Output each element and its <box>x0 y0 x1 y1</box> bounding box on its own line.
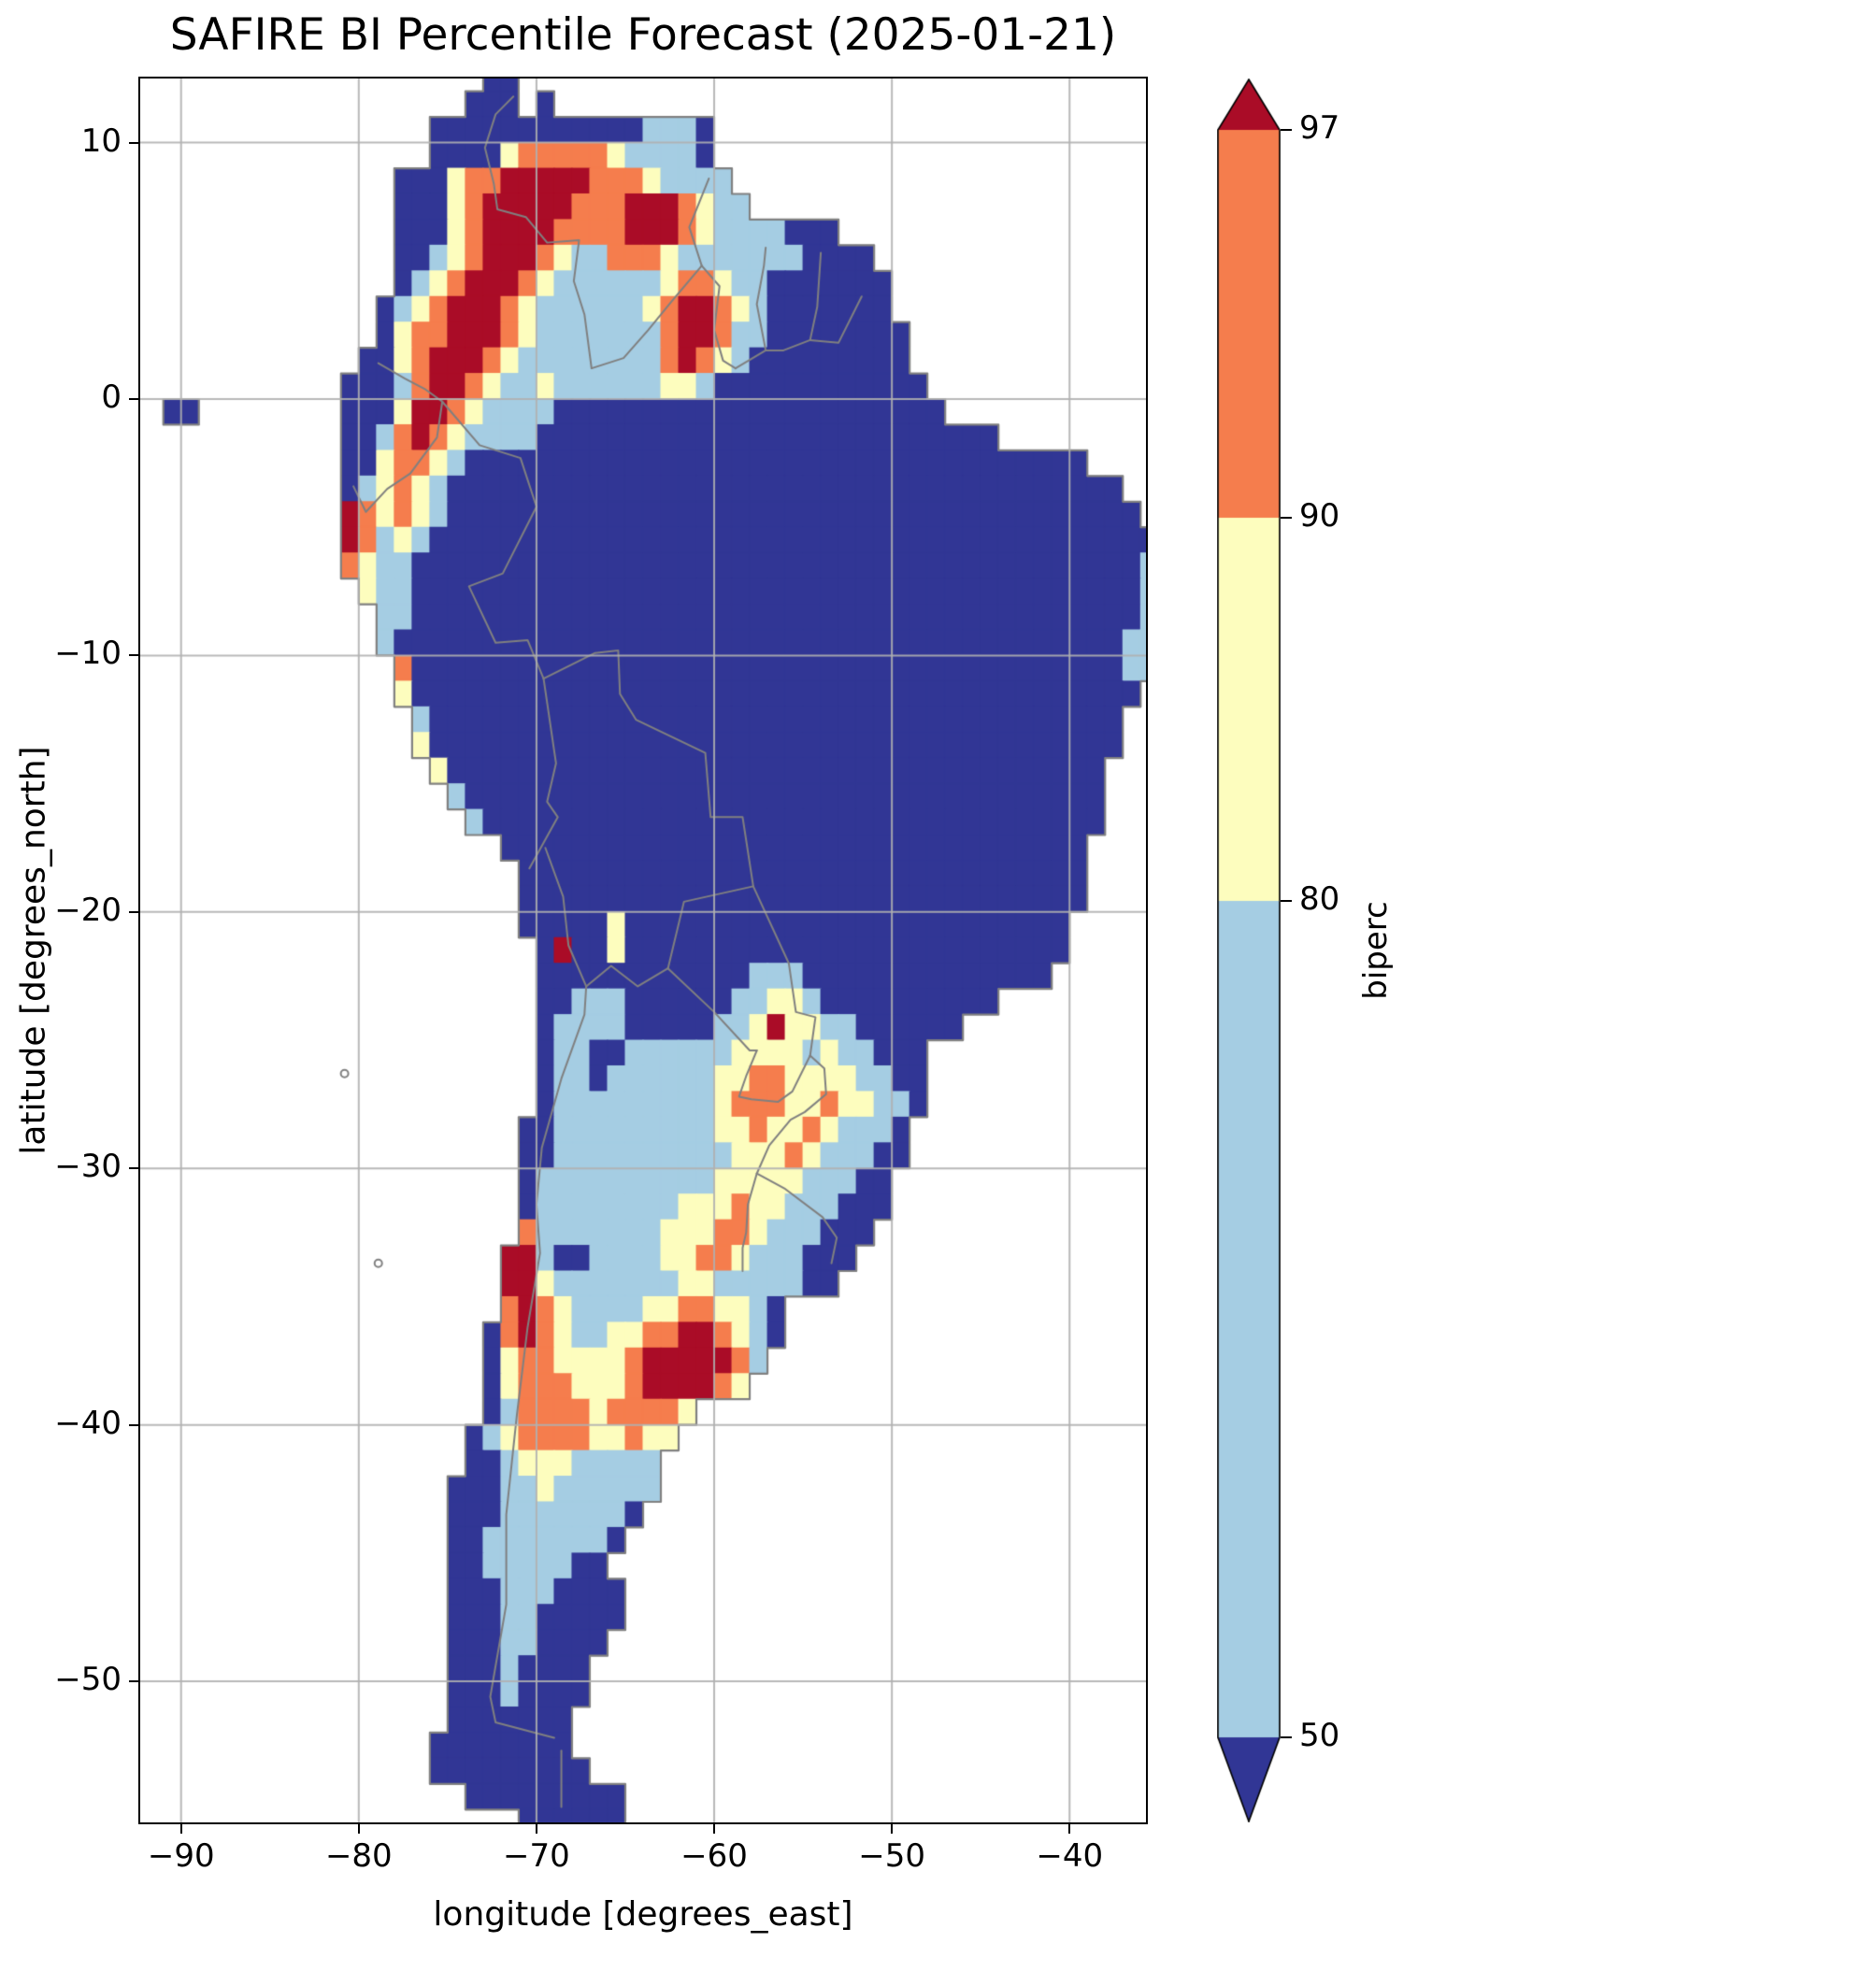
colorbar-tick-mark <box>1281 900 1292 902</box>
y-tick-label: −40 <box>54 1404 122 1442</box>
y-tick-label: 10 <box>80 121 122 160</box>
y-tick-label: 0 <box>101 378 122 416</box>
x-tick-mark <box>179 1822 182 1834</box>
map-canvas <box>140 79 1146 1822</box>
x-tick-label: −90 <box>147 1837 215 1875</box>
x-tick-label: −40 <box>1036 1837 1104 1875</box>
x-tick-mark <box>535 1822 537 1834</box>
y-tick-mark <box>129 1423 140 1426</box>
colorbar-canvas <box>1217 79 1281 1822</box>
y-axis-label: latitude [degrees_north] <box>14 746 53 1155</box>
x-tick-label: −50 <box>858 1837 926 1875</box>
colorbar-tick-label: 80 <box>1299 880 1340 918</box>
y-tick-mark <box>129 141 140 144</box>
x-tick-label: −70 <box>503 1837 570 1875</box>
colorbar-tick-label: 90 <box>1299 497 1340 535</box>
x-tick-label: −60 <box>680 1837 748 1875</box>
x-tick-mark <box>357 1822 360 1834</box>
y-tick-label: −30 <box>54 1148 122 1186</box>
y-tick-label: −50 <box>54 1661 122 1699</box>
colorbar <box>1217 79 1281 1822</box>
y-tick-mark <box>129 1680 140 1683</box>
x-axis-label: longitude [degrees_east] <box>433 1895 853 1934</box>
x-tick-label: −80 <box>324 1837 393 1875</box>
y-tick-label: −20 <box>54 891 122 929</box>
x-tick-mark <box>891 1822 894 1834</box>
x-tick-mark <box>1068 1822 1071 1834</box>
colorbar-tick-mark <box>1281 1736 1292 1738</box>
y-tick-mark <box>129 654 140 657</box>
colorbar-tick-mark <box>1281 517 1292 519</box>
y-tick-mark <box>129 910 140 913</box>
y-tick-label: −10 <box>54 635 122 673</box>
y-tick-mark <box>129 1167 140 1170</box>
chart-title: SAFIRE BI Percentile Forecast (2025-01-2… <box>169 9 1117 61</box>
colorbar-tick-label: 97 <box>1299 109 1340 147</box>
y-tick-mark <box>129 398 140 400</box>
x-tick-mark <box>713 1822 716 1834</box>
plot-area <box>138 77 1148 1824</box>
colorbar-tick-label: 50 <box>1299 1717 1340 1754</box>
colorbar-tick-mark <box>1281 129 1292 131</box>
